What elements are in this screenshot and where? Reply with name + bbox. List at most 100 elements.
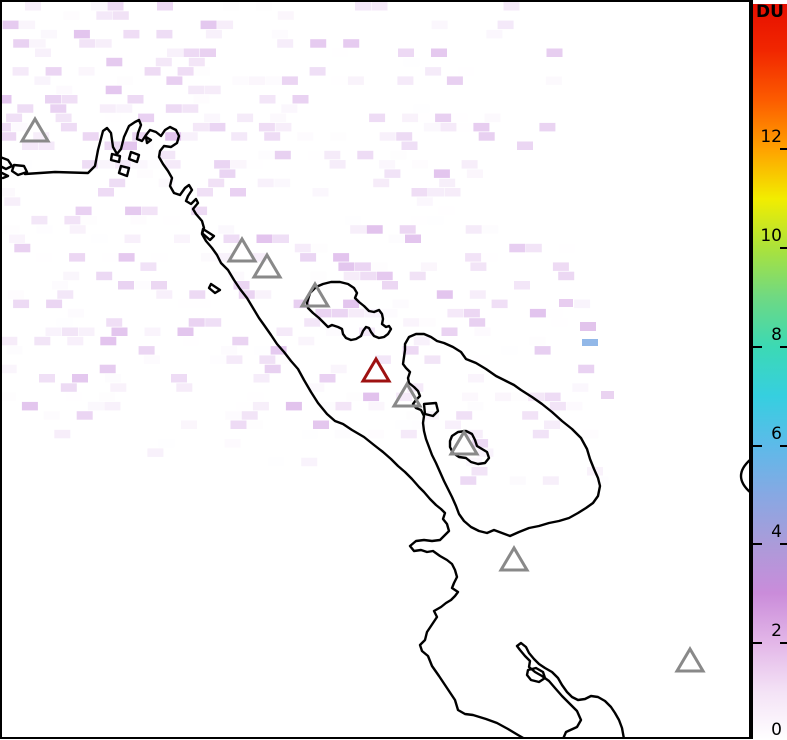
data-pixel: [465, 253, 482, 262]
data-pixel: [319, 374, 336, 383]
data-pixel: [259, 355, 276, 364]
data-pixel: [136, 169, 153, 178]
data-pixel: [552, 290, 569, 299]
data-pixel: [301, 429, 318, 439]
data-pixel: [55, 113, 72, 123]
data-pixel: [511, 420, 527, 429]
data-pixel: [44, 122, 61, 132]
data-pixel: [189, 290, 206, 299]
data-pixel: [273, 234, 289, 243]
data-pixel: [294, 243, 311, 253]
data-pixel: [230, 160, 247, 169]
data-pixel: [310, 271, 327, 281]
data-pixel: [315, 308, 332, 318]
data-pixel: [194, 67, 211, 76]
data-pixel: [127, 95, 144, 104]
data-pixel: [366, 225, 383, 234]
data-pixel: [374, 355, 391, 364]
data-pixel: [298, 336, 315, 346]
data-pixel: [125, 206, 142, 216]
data-pixel: [0, 95, 12, 104]
data-pixel: [130, 215, 147, 225]
data-pixel: [441, 327, 458, 336]
data-pixel: [188, 57, 205, 67]
data-pixel: [412, 420, 428, 429]
data-pixel: [324, 150, 341, 160]
data-pixel: [292, 95, 309, 104]
data-pixel: [54, 429, 71, 439]
data-pixel: [164, 160, 181, 169]
data-pixel: [313, 420, 329, 429]
volcano-marker: [299, 281, 331, 308]
data-pixel: [107, 2, 124, 11]
data-pixel: [465, 225, 482, 234]
data-pixel: [236, 401, 253, 411]
data-pixel: [403, 57, 420, 67]
data-pixel: [301, 457, 318, 467]
data-pixel: [63, 271, 80, 281]
data-pixel: [308, 383, 325, 392]
data-pixel: [329, 160, 346, 169]
data-pixel: [395, 420, 412, 429]
data-pixel: [172, 290, 189, 299]
data-pixel: [82, 132, 99, 141]
data-pixel: [477, 448, 494, 457]
data-pixel: [318, 401, 335, 411]
data-pixel: [360, 271, 377, 281]
data-pixel: [50, 104, 67, 113]
data-pixel-notable: [580, 322, 596, 331]
data-pixel: [384, 169, 401, 178]
data-pixel: [21, 401, 38, 411]
data-pixel: [343, 299, 360, 309]
data-pixel: [402, 113, 419, 123]
data-pixel: [456, 411, 473, 420]
data-pixel: [252, 401, 269, 411]
data-pixel: [80, 215, 97, 225]
data-pixel: [158, 439, 175, 448]
data-pixel: [466, 169, 483, 178]
data-pixel: [75, 206, 92, 216]
data-pixel: [118, 281, 134, 290]
data-pixel: [98, 160, 115, 169]
data-pixel: [469, 29, 486, 39]
volcano-marker: [226, 236, 258, 263]
data-pixel: [275, 355, 292, 364]
colorbar-tick: [780, 543, 787, 546]
data-pixel: [98, 188, 114, 197]
data-pixel: [56, 85, 73, 95]
data-pixel: [284, 457, 301, 467]
data-pixel: [91, 2, 107, 11]
data-pixel: [332, 48, 348, 57]
data-pixel: [592, 476, 609, 485]
data-pixel: [36, 253, 53, 262]
data-pixel: [460, 476, 477, 485]
data-pixel: [394, 448, 411, 457]
data-pixel: [382, 281, 398, 290]
colorbar-unit-label: DU: [756, 2, 784, 22]
data-pixel: [118, 253, 135, 262]
data-pixel: [177, 67, 194, 76]
data-pixel: [188, 318, 205, 327]
data-pixel: [204, 85, 221, 95]
data-pixel: [582, 429, 599, 439]
data-pixel: [534, 346, 551, 355]
data-pixel: [67, 336, 84, 346]
data-pixel: [566, 401, 583, 411]
data-pixel: [439, 178, 456, 188]
data-pixel: [287, 85, 304, 95]
data-pixel: [503, 2, 520, 11]
data-pixel: [552, 262, 569, 271]
data-pixel: [182, 104, 199, 113]
data-pixel: [466, 429, 483, 439]
data-pixel: [413, 364, 430, 374]
data-pixel: [285, 401, 302, 411]
data-pixel: [495, 392, 512, 402]
data-pixel: [281, 104, 298, 113]
data-pixel: [451, 374, 468, 383]
coastline-small-square-lake: [422, 401, 440, 418]
data-pixel: [347, 76, 364, 85]
data-pixel: [90, 290, 107, 299]
data-pixel: [223, 234, 240, 243]
data-pixel: [413, 104, 430, 113]
data-pixel: [274, 178, 291, 188]
